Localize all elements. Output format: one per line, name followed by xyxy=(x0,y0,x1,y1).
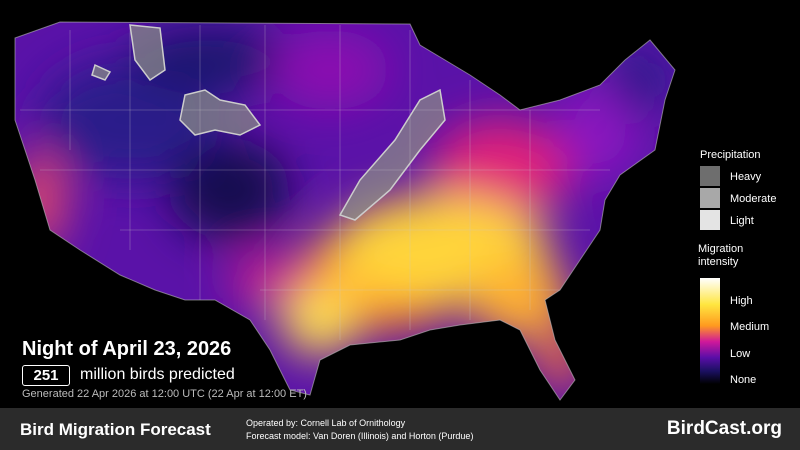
footer-title: Bird Migration Forecast xyxy=(20,420,211,439)
legend-label: None xyxy=(730,374,756,386)
legend-swatch xyxy=(700,188,720,208)
state-borders xyxy=(20,25,610,340)
legend-label: Medium xyxy=(730,321,769,333)
generated-time: Generated 22 Apr 2026 at 12:00 UTC (22 A… xyxy=(22,388,307,400)
legend-label: High xyxy=(730,295,753,307)
footer: Bird Migration Forecast Operated by: Cor… xyxy=(0,408,800,450)
bird-count: 251 xyxy=(22,365,70,386)
legend-label: Low xyxy=(730,348,750,360)
legend-title-box: Migration intensity xyxy=(698,243,744,268)
legend-label: Heavy xyxy=(730,171,762,183)
us-outline xyxy=(14,21,676,401)
precipitation xyxy=(91,24,446,221)
operator: Operated by: Cornell Lab of Ornithology xyxy=(246,418,406,428)
legend-swatch xyxy=(700,166,720,186)
legend-gradient xyxy=(700,278,720,384)
legend-title: Migration intensity xyxy=(698,243,744,268)
legend-label: Moderate xyxy=(730,193,776,205)
night-title: Night of April 23, 2026 xyxy=(22,338,232,360)
legend-title: Precipitation xyxy=(700,149,761,161)
legend-label: Light xyxy=(730,215,754,227)
site-link[interactable]: BirdCast.org xyxy=(666,418,782,439)
map: Precipitation Heavy Moderate Light Migra… xyxy=(14,21,776,401)
legend-swatch xyxy=(700,210,720,230)
count-label: million birds predicted xyxy=(80,366,235,383)
model-credit: Forecast model: Van Doren (Illinois) and… xyxy=(246,431,474,441)
